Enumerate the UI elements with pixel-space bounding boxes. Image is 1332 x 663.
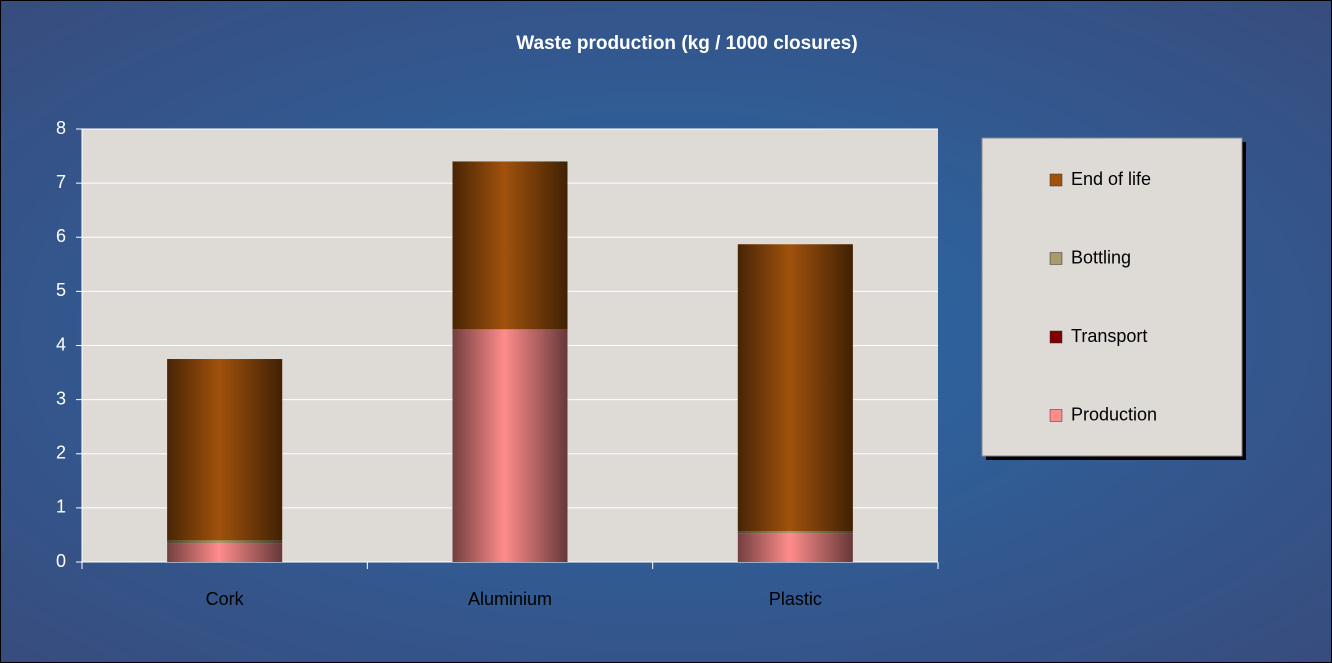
bar-segment: [167, 540, 283, 544]
bar-segment: [452, 329, 568, 562]
y-tick-label: 2: [56, 443, 66, 463]
y-tick-label: 4: [56, 334, 66, 354]
y-tick-label: 5: [56, 280, 66, 300]
bar-segment: [737, 533, 853, 562]
bar-segment: [167, 543, 283, 562]
y-tick-label: 8: [56, 118, 66, 138]
legend-swatch: [1049, 409, 1063, 422]
legend-label: Production: [1071, 404, 1157, 424]
bar-segment: [167, 359, 283, 541]
bar-segment: [737, 531, 853, 534]
bar-segment: [452, 161, 568, 330]
legend-label: Transport: [1071, 326, 1147, 346]
bar-segment: [737, 244, 853, 532]
legend-label: Bottling: [1071, 247, 1131, 267]
y-tick-label: 1: [56, 497, 66, 517]
legend: [981, 137, 1243, 457]
x-tick-label: Plastic: [769, 589, 822, 609]
y-tick-label: 3: [56, 388, 66, 408]
legend-swatch: [1049, 173, 1063, 187]
y-tick-label: 7: [56, 172, 66, 192]
x-tick-label: Cork: [206, 589, 245, 609]
legend-label: End of life: [1071, 169, 1151, 189]
legend-swatch: [1049, 252, 1063, 265]
chart-title: Waste production (kg / 1000 closures): [516, 33, 857, 54]
x-tick-label: Aluminium: [468, 589, 552, 609]
y-tick-label: 0: [56, 551, 66, 571]
y-tick-label: 6: [56, 226, 66, 246]
legend-swatch: [1049, 330, 1063, 344]
